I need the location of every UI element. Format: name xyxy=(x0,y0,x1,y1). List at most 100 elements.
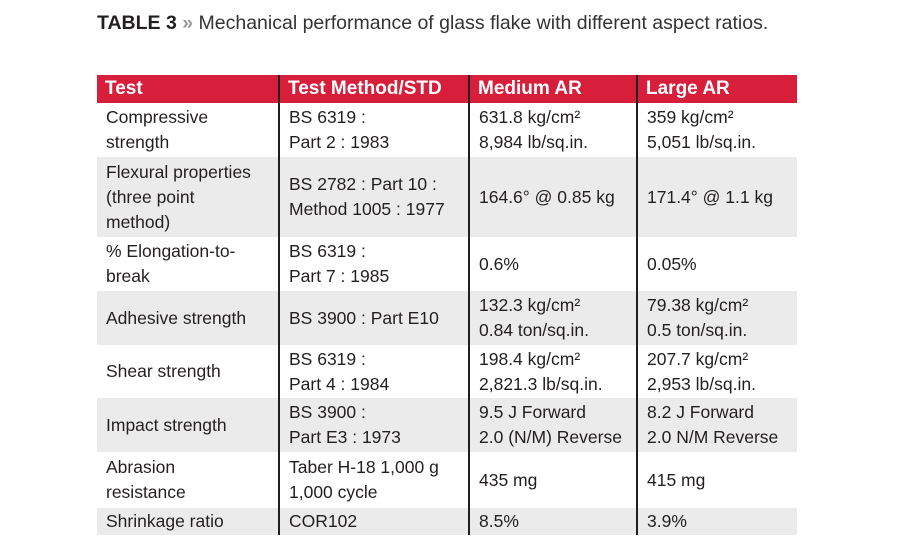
cell-line: Shrinkage ratio xyxy=(106,511,224,531)
cell-large-ar: 415 mg xyxy=(636,452,797,508)
cell-line: Part E3 : 1973 xyxy=(289,427,401,447)
cell-line: 164.6° @ 0.85 kg xyxy=(479,186,615,207)
cell-line: Shear strength xyxy=(106,361,221,381)
cell-line: Method 1005 : 1977 xyxy=(289,199,445,219)
cell-large-ar: 171.4° @ 1.1 kg xyxy=(636,157,797,237)
cell-line: 0.84 ton/sq.in. xyxy=(479,320,589,340)
table-caption: TABLE 3 » Mechanical performance of glas… xyxy=(97,11,797,36)
cell-test: Compressive strength xyxy=(97,103,279,157)
cell-line: Adhesive strength xyxy=(106,307,247,328)
table-row: Impact strength BS 3900 : Part E3 : 1973 9.… xyxy=(97,398,797,452)
cell-line: 3.9% xyxy=(647,511,687,531)
cell-line: method) xyxy=(106,211,171,232)
cell-test: Impact strength xyxy=(97,398,279,452)
cell-large-ar: 79.38 kg/cm² 0.5 ton/sq.in. xyxy=(636,291,797,345)
cell-line: 79.38 kg/cm² xyxy=(647,295,749,315)
cell-medium-ar: 164.6° @ 0.85 kg xyxy=(468,157,637,237)
cell-method: BS 6319 : Part 2 : 1983 xyxy=(278,103,469,157)
column-header-test: Test xyxy=(97,75,279,103)
cell-method: BS 3900 : Part E3 : 1973 xyxy=(278,398,469,452)
cell-medium-ar: 8.5% xyxy=(468,508,637,535)
cell-line: BS 2782 : Part 10 : xyxy=(289,174,437,194)
cell-line: 8.2 J Forward xyxy=(647,402,754,422)
cell-line: BS 3900 : Part E10 xyxy=(289,307,439,328)
cell-line: 207.7 kg/cm² xyxy=(647,348,749,369)
cell-method: BS 3900 : Part E10 xyxy=(278,291,469,345)
table-row: Shrinkage ratio COR102 8.5% 3.9% xyxy=(97,508,797,535)
cell-line: 415 mg xyxy=(647,469,706,490)
cell-test: Shrinkage ratio xyxy=(97,508,279,535)
cell-line: strength xyxy=(106,132,170,152)
cell-line: 8.5% xyxy=(479,511,519,531)
cell-medium-ar: 9.5 J Forward 2.0 (N/M) Reverse xyxy=(468,398,637,452)
cell-medium-ar: 198.4 kg/cm² 2,821.3 lb/sq.in. xyxy=(468,345,637,398)
cell-test: Flexural properties (three point method) xyxy=(97,157,279,237)
cell-medium-ar: 631.8 kg/cm² 8,984 lb/sq.in. xyxy=(468,103,637,157)
cell-line: BS 3900 : xyxy=(289,402,366,422)
cell-line: 631.8 kg/cm² xyxy=(479,107,581,127)
cell-line: COR102 xyxy=(289,511,358,531)
cell-large-ar: 359 kg/cm² 5,051 lb/sq.in. xyxy=(636,103,797,157)
cell-line: break xyxy=(106,266,150,286)
performance-table: Test Test Method/STD Medium AR Large AR Com… xyxy=(97,75,797,535)
cell-line: BS 6319 : xyxy=(289,107,366,127)
cell-line: Part 4 : 1984 xyxy=(289,373,390,394)
cell-test: % Elongation-to-break xyxy=(97,237,279,291)
cell-line: 198.4 kg/cm² xyxy=(479,348,581,369)
cell-line: 2,821.3 lb/sq.in. xyxy=(479,373,603,394)
cell-line: 1,000 cycle xyxy=(289,482,378,502)
cell-line: 132.3 kg/cm² xyxy=(479,295,581,315)
cell-line: 9.5 J Forward xyxy=(479,402,586,422)
cell-method: COR102 xyxy=(278,508,469,535)
cell-line: Abrasion xyxy=(106,457,176,477)
table-row: % Elongation-to-break BS 6319 : Part 7 : 1… xyxy=(97,237,797,291)
cell-medium-ar: 132.3 kg/cm² 0.84 ton/sq.in. xyxy=(468,291,637,345)
cell-method: BS 2782 : Part 10 : Method 1005 : 1977 xyxy=(278,157,469,237)
cell-line: 0.5 ton/sq.in. xyxy=(647,320,748,340)
cell-line: 359 kg/cm² xyxy=(647,107,734,127)
cell-large-ar: 0.05% xyxy=(636,237,797,291)
cell-method: BS 6319 : Part 4 : 1984 xyxy=(278,345,469,398)
cell-medium-ar: 0.6% xyxy=(468,237,637,291)
cell-line: 171.4° @ 1.1 kg xyxy=(647,186,773,207)
caption-label: TABLE 3 xyxy=(97,12,177,34)
table-row: Shear strength BS 6319 : Part 4 : 1984 198.… xyxy=(97,345,797,398)
cell-test: Adhesive strength xyxy=(97,291,279,345)
cell-line: BS 6319 : xyxy=(289,348,366,369)
cell-line: BS 6319 : xyxy=(289,241,366,261)
cell-line: % Elongation-to- xyxy=(106,241,236,261)
caption-separator: » xyxy=(182,12,194,34)
cell-line: 0.6% xyxy=(479,253,519,274)
cell-line: 0.05% xyxy=(647,253,697,274)
header-row: Test Test Method/STD Medium AR Large AR xyxy=(97,75,797,103)
cell-large-ar: 8.2 J Forward 2.0 N/M Reverse xyxy=(636,398,797,452)
cell-line: Part 2 : 1983 xyxy=(289,132,390,152)
cell-line: 2,953 lb/sq.in. xyxy=(647,373,756,394)
table-row: Adhesive strength BS 3900 : Part E10 132.3… xyxy=(97,291,797,345)
column-header-method: Test Method/STD xyxy=(278,75,469,103)
column-header-medium-ar: Medium AR xyxy=(468,75,637,103)
cell-line: Compressive xyxy=(106,107,209,127)
cell-line: 5,051 lb/sq.in. xyxy=(647,132,756,152)
cell-line: Part 7 : 1985 xyxy=(289,266,390,286)
table-row: Abrasion resistance Taber H-18 1,000 g 1,00… xyxy=(97,452,797,508)
cell-test: Shear strength xyxy=(97,345,279,398)
cell-line: 2.0 N/M Reverse xyxy=(647,427,779,447)
cell-test: Abrasion resistance xyxy=(97,452,279,508)
cell-line: Impact strength xyxy=(106,414,227,435)
cell-line: 8,984 lb/sq.in. xyxy=(479,132,588,152)
cell-method: Taber H-18 1,000 g 1,000 cycle xyxy=(278,452,469,508)
cell-line: 2.0 (N/M) Reverse xyxy=(479,427,622,447)
cell-line: (three point xyxy=(106,186,195,207)
cell-line: 435 mg xyxy=(479,469,538,490)
cell-medium-ar: 435 mg xyxy=(468,452,637,508)
cell-line: resistance xyxy=(106,482,186,502)
table-row: Compressive strength BS 6319 : Part 2 : 198… xyxy=(97,103,797,157)
cell-large-ar: 3.9% xyxy=(636,508,797,535)
table-row: Flexural properties (three point method) BS… xyxy=(97,157,797,237)
column-header-large-ar: Large AR xyxy=(636,75,797,103)
cell-line: Taber H-18 1,000 g xyxy=(289,457,439,477)
caption-text: Mechanical performance of glass flake wi… xyxy=(198,12,769,34)
cell-method: BS 6319 : Part 7 : 1985 xyxy=(278,237,469,291)
cell-line: Flexural properties xyxy=(106,161,251,182)
